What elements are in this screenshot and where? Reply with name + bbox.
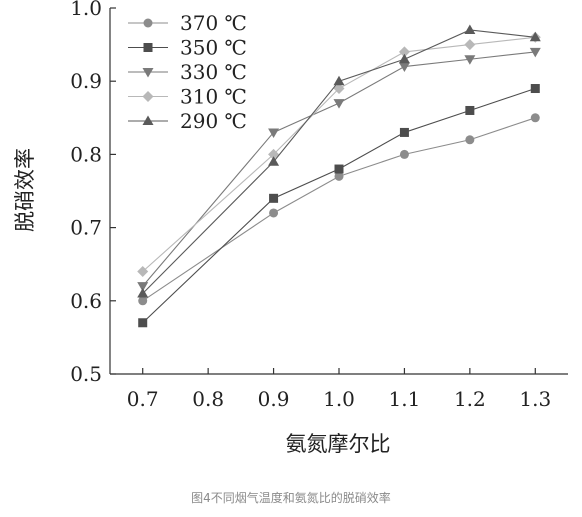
data-point <box>464 24 476 34</box>
data-point <box>529 47 541 58</box>
data-point <box>268 128 280 138</box>
legend-marker <box>143 18 153 28</box>
data-point <box>137 282 149 292</box>
figure-caption: 图4不同烟气温度和氨氮比的脱硝效率 <box>191 491 391 505</box>
legend-label: 330 ℃ <box>180 60 247 84</box>
legend-item: 310 ℃ <box>128 85 247 109</box>
x-tick-label: 1.0 <box>323 387 355 411</box>
series-line <box>142 29 536 294</box>
y-tick-label: 0.5 <box>70 362 102 386</box>
data-point <box>464 55 476 65</box>
data-point <box>334 171 344 181</box>
legend-marker <box>142 68 154 78</box>
data-point <box>465 135 475 145</box>
data-point <box>529 31 541 42</box>
x-tick-label: 0.7 <box>127 387 159 411</box>
x-tick-label: 1.3 <box>519 387 551 411</box>
data-point <box>465 105 475 115</box>
x-tick-label: 1.2 <box>454 387 486 411</box>
data-point <box>398 53 410 64</box>
y-tick-label: 0.6 <box>70 289 102 313</box>
data-point <box>269 193 279 203</box>
data-point <box>269 208 279 218</box>
y-tick-label: 0.8 <box>70 142 102 166</box>
legend-label: 310 ℃ <box>180 85 247 109</box>
x-tick-label: 1.1 <box>389 387 421 411</box>
data-point <box>333 83 345 95</box>
x-tick-label: 0.8 <box>192 387 224 411</box>
legend-item: 290 ℃ <box>128 109 247 133</box>
data-point <box>137 287 149 298</box>
data-point <box>137 266 149 278</box>
legend-item: 350 ℃ <box>128 36 247 60</box>
data-point <box>138 318 148 328</box>
data-point <box>398 62 410 73</box>
data-point <box>398 46 410 58</box>
legend-item: 370 ℃ <box>128 11 247 35</box>
legend-marker <box>142 91 154 102</box>
legend-label: 350 ℃ <box>180 36 247 60</box>
y-tick-label: 0.9 <box>70 69 102 93</box>
series-line <box>142 87 536 324</box>
data-point <box>530 113 540 123</box>
data-point <box>334 164 344 174</box>
legend-marker <box>143 43 153 52</box>
series-5 <box>137 24 541 298</box>
data-point <box>268 156 280 166</box>
data-point <box>530 84 540 94</box>
series-line <box>142 117 536 302</box>
y-axis-label: 脱硝效率 <box>13 148 37 232</box>
chart-series-layer <box>137 24 541 328</box>
data-point <box>333 99 345 109</box>
data-point <box>399 127 409 137</box>
y-tick-label: 0.7 <box>70 216 102 240</box>
x-axis-label: 氨氮摩尔比 <box>286 432 391 456</box>
legend-marker <box>142 115 154 125</box>
x-tick-label: 0.9 <box>258 387 290 411</box>
series-2 <box>138 84 540 328</box>
chart-plot-area: 0.5 0.6 0.7 0.8 0.9 1.0 0.7 0.8 0.9 1.0 1.1 1.2 1.3 <box>70 0 568 411</box>
data-point <box>399 149 409 159</box>
series-1 <box>138 113 540 306</box>
data-point <box>268 148 280 160</box>
data-point <box>464 39 476 51</box>
data-point <box>333 75 345 86</box>
legend-label: 290 ℃ <box>180 109 247 133</box>
y-tick-label: 1.0 <box>70 0 102 20</box>
data-point <box>138 296 148 306</box>
series-line <box>142 51 536 287</box>
legend-label: 370 ℃ <box>180 11 247 35</box>
legend-item: 330 ℃ <box>128 60 247 84</box>
series-3 <box>137 47 541 292</box>
